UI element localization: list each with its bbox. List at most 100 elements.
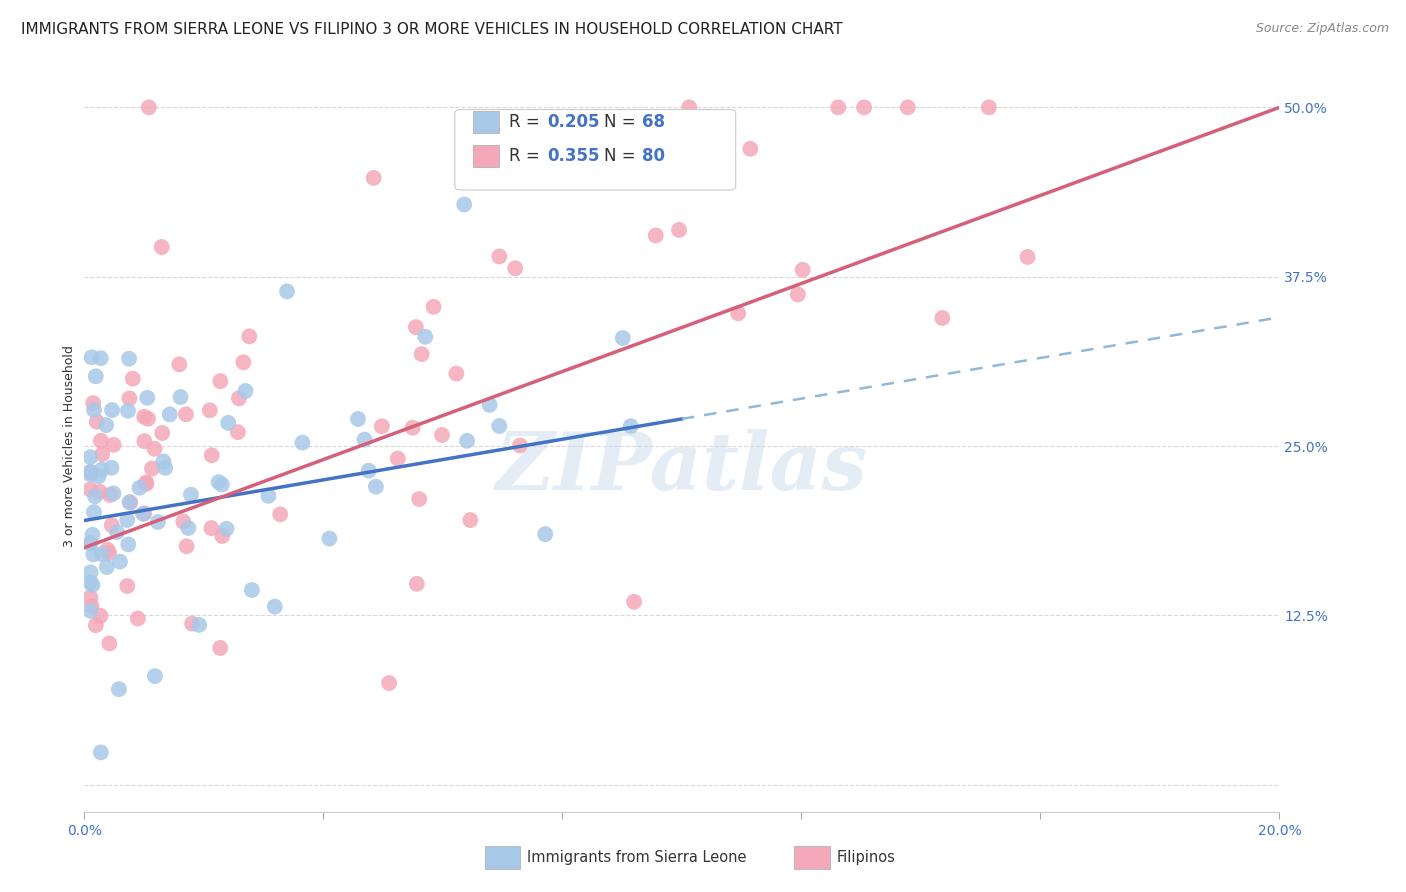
Point xyxy=(509,438,531,452)
Text: 0.205: 0.205 xyxy=(547,113,599,131)
Point xyxy=(100,518,122,533)
Point xyxy=(134,434,156,449)
Point xyxy=(103,486,125,500)
Point xyxy=(977,100,1000,114)
Point xyxy=(263,599,285,614)
Point xyxy=(405,320,427,334)
Point xyxy=(135,475,157,490)
Point xyxy=(86,415,108,429)
Point xyxy=(152,454,174,468)
Point xyxy=(79,536,101,550)
Point xyxy=(79,604,101,618)
Point xyxy=(82,578,104,592)
Point xyxy=(228,392,250,406)
Point xyxy=(90,745,112,759)
Point xyxy=(127,611,149,625)
Point xyxy=(363,170,385,185)
Point xyxy=(198,403,221,417)
Point xyxy=(118,351,141,366)
Point xyxy=(200,521,222,535)
Text: N =: N = xyxy=(605,113,641,131)
Point xyxy=(612,331,634,345)
Point xyxy=(80,599,103,613)
Point xyxy=(180,488,202,502)
Point xyxy=(269,508,291,522)
Point xyxy=(79,591,101,605)
Point xyxy=(121,371,143,385)
Point xyxy=(117,537,139,551)
Text: 68: 68 xyxy=(643,113,665,131)
Point xyxy=(453,197,475,211)
Point xyxy=(118,495,141,509)
Point xyxy=(79,465,101,479)
Point xyxy=(146,515,169,529)
Point xyxy=(177,521,200,535)
Point xyxy=(108,555,131,569)
Point xyxy=(134,506,156,520)
Point xyxy=(169,390,191,404)
Point xyxy=(211,529,233,543)
Point xyxy=(740,142,762,156)
Point xyxy=(623,595,645,609)
Point xyxy=(87,469,110,483)
Point xyxy=(120,495,142,509)
Point xyxy=(422,300,444,314)
Point xyxy=(620,419,643,434)
Point xyxy=(460,513,482,527)
Point xyxy=(79,467,101,482)
Point xyxy=(79,575,101,590)
Point xyxy=(232,355,254,369)
Point xyxy=(143,669,166,683)
Point xyxy=(478,398,501,412)
FancyBboxPatch shape xyxy=(472,145,499,167)
Point xyxy=(118,392,141,406)
Y-axis label: 3 or more Vehicles in Household: 3 or more Vehicles in Household xyxy=(63,345,76,547)
Point xyxy=(91,447,114,461)
Point xyxy=(364,479,387,493)
Point xyxy=(150,425,173,440)
Point xyxy=(136,391,159,405)
Point xyxy=(90,351,112,366)
Point xyxy=(96,560,118,574)
Point xyxy=(128,481,150,495)
Point xyxy=(238,329,260,343)
Point xyxy=(1017,250,1039,264)
Point xyxy=(405,576,427,591)
Text: IMMIGRANTS FROM SIERRA LEONE VS FILIPINO 3 OR MORE VEHICLES IN HOUSEHOLD CORRELA: IMMIGRANTS FROM SIERRA LEONE VS FILIPINO… xyxy=(21,22,842,37)
Point xyxy=(378,676,401,690)
Point xyxy=(117,513,139,527)
Point xyxy=(446,367,468,381)
Point xyxy=(83,403,105,417)
Point xyxy=(134,409,156,424)
Point xyxy=(96,418,118,433)
Point xyxy=(931,310,953,325)
Point xyxy=(215,522,238,536)
Point xyxy=(117,403,139,417)
Point xyxy=(727,306,749,320)
Point xyxy=(90,608,112,623)
Point xyxy=(108,682,131,697)
Point xyxy=(79,536,101,550)
Point xyxy=(155,461,177,475)
Text: N =: N = xyxy=(605,146,641,165)
Point xyxy=(82,548,104,562)
Point xyxy=(79,483,101,497)
Point xyxy=(100,460,122,475)
Point xyxy=(169,357,191,371)
Point xyxy=(257,489,280,503)
Point xyxy=(853,100,876,114)
Point xyxy=(503,261,526,276)
Point xyxy=(488,250,510,264)
Point xyxy=(84,369,107,384)
Point xyxy=(668,223,690,237)
Point xyxy=(207,475,229,489)
Point xyxy=(456,434,478,448)
Point xyxy=(897,100,920,114)
Point xyxy=(82,396,104,410)
Point xyxy=(353,433,375,447)
Point xyxy=(387,451,409,466)
Point xyxy=(291,435,314,450)
Point xyxy=(827,100,849,114)
Point xyxy=(408,491,430,506)
Point xyxy=(138,100,160,114)
